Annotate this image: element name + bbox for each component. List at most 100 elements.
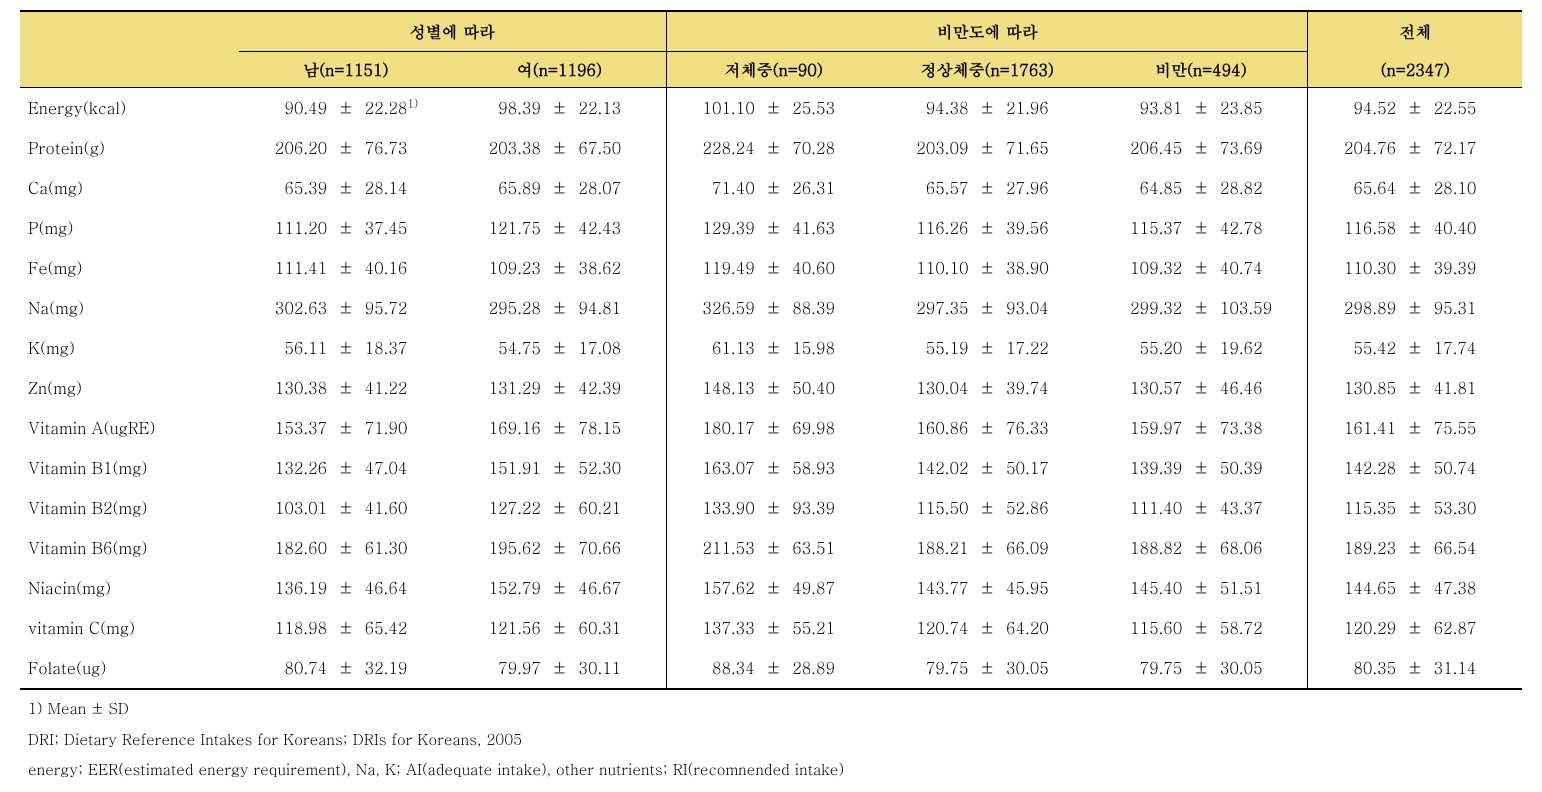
nutrient-name: Na(mg): [20, 288, 239, 328]
sd-value: 65.42: [363, 608, 453, 648]
sd-value: 41.22: [363, 368, 453, 408]
sd-value: 78.15: [576, 408, 666, 448]
mean-value: 94.38: [880, 88, 970, 129]
plus-minus: ±: [1398, 128, 1431, 168]
plus-minus: ±: [1184, 648, 1217, 689]
mean-value: 180.17: [667, 408, 757, 448]
sd-value: 46.46: [1218, 368, 1308, 408]
sd-value: 49.87: [790, 568, 880, 608]
mean-value: 110.10: [880, 248, 970, 288]
sd-value: 71.65: [1004, 128, 1094, 168]
mean-value: 79.97: [453, 648, 543, 689]
sd-value: 62.87: [1432, 608, 1522, 648]
sd-value: 39.56: [1004, 208, 1094, 248]
sd-value: 27.96: [1004, 168, 1094, 208]
nutrient-name: P(mg): [20, 208, 239, 248]
header-total: 전체: [1308, 11, 1522, 52]
sd-value: 69.98: [790, 408, 880, 448]
table-row: K(mg)56.11±18.3754.75±17.0861.13±15.9855…: [20, 328, 1522, 368]
plus-minus: ±: [329, 528, 362, 568]
plus-minus: ±: [329, 448, 362, 488]
mean-value: 204.76: [1308, 128, 1398, 168]
mean-value: 121.56: [453, 608, 543, 648]
mean-value: 295.28: [453, 288, 543, 328]
plus-minus: ±: [971, 528, 1004, 568]
plus-minus: ±: [1398, 208, 1431, 248]
plus-minus: ±: [971, 248, 1004, 288]
sd-value: 30.05: [1218, 648, 1308, 689]
plus-minus: ±: [757, 288, 790, 328]
plus-minus: ±: [1184, 528, 1217, 568]
mean-value: 143.77: [880, 568, 970, 608]
plus-minus: ±: [329, 208, 362, 248]
header-normal: 정상체중(n=1763): [880, 52, 1094, 88]
mean-value: 133.90: [667, 488, 757, 528]
sd-value: 38.62: [576, 248, 666, 288]
sd-value: 37.45: [363, 208, 453, 248]
mean-value: 302.63: [239, 288, 329, 328]
plus-minus: ±: [757, 328, 790, 368]
mean-value: 65.64: [1308, 168, 1398, 208]
mean-value: 94.52: [1308, 88, 1398, 129]
plus-minus: ±: [329, 288, 362, 328]
header-obese: 비만(n=494): [1094, 52, 1308, 88]
mean-value: 118.98: [239, 608, 329, 648]
plus-minus: ±: [329, 608, 362, 648]
plus-minus: ±: [1184, 208, 1217, 248]
plus-minus: ±: [543, 128, 576, 168]
mean-value: 103.01: [239, 488, 329, 528]
nutrient-name: Vitamin B6(mg): [20, 528, 239, 568]
table-row: Fe(mg)111.41±40.16109.23±38.62119.49±40.…: [20, 248, 1522, 288]
mean-value: 55.19: [880, 328, 970, 368]
header-bmi: 비만도에 따라: [667, 11, 1308, 52]
mean-value: 65.57: [880, 168, 970, 208]
mean-value: 111.41: [239, 248, 329, 288]
nutrient-name: Vitamin B2(mg): [20, 488, 239, 528]
mean-value: 115.35: [1308, 488, 1398, 528]
plus-minus: ±: [971, 408, 1004, 448]
plus-minus: ±: [757, 128, 790, 168]
sd-value: 22.281): [363, 88, 453, 129]
plus-minus: ±: [1398, 568, 1431, 608]
sd-value: 51.51: [1218, 568, 1308, 608]
plus-minus: ±: [329, 88, 362, 129]
mean-value: 54.75: [453, 328, 543, 368]
sd-value: 50.40: [790, 368, 880, 408]
plus-minus: ±: [971, 648, 1004, 689]
mean-value: 55.42: [1308, 328, 1398, 368]
plus-minus: ±: [1184, 368, 1217, 408]
mean-value: 90.49: [239, 88, 329, 129]
sd-value: 64.20: [1004, 608, 1094, 648]
mean-value: 151.91: [453, 448, 543, 488]
sd-value: 41.81: [1432, 368, 1522, 408]
table-row: Protein(g)206.20±76.73203.38±67.50228.24…: [20, 128, 1522, 168]
mean-value: 188.21: [880, 528, 970, 568]
mean-value: 203.09: [880, 128, 970, 168]
mean-value: 142.28: [1308, 448, 1398, 488]
sd-value: 30.05: [1004, 648, 1094, 689]
table-row: P(mg)111.20±37.45121.75±42.43129.39±41.6…: [20, 208, 1522, 248]
mean-value: 142.02: [880, 448, 970, 488]
header-male: 남(n=1151): [239, 52, 453, 88]
header-sex: 성별에 따라: [239, 11, 667, 52]
sd-value: 23.85: [1218, 88, 1308, 129]
sd-value: 60.31: [576, 608, 666, 648]
sd-value: 17.22: [1004, 328, 1094, 368]
plus-minus: ±: [1398, 248, 1431, 288]
plus-minus: ±: [543, 608, 576, 648]
sd-value: 42.43: [576, 208, 666, 248]
sd-value: 70.66: [576, 528, 666, 568]
sd-value: 50.39: [1218, 448, 1308, 488]
mean-value: 163.07: [667, 448, 757, 488]
nutrient-name: Energy(kcal): [20, 88, 239, 129]
sd-value: 25.53: [790, 88, 880, 129]
mean-value: 116.58: [1308, 208, 1398, 248]
plus-minus: ±: [329, 328, 362, 368]
plus-minus: ±: [543, 168, 576, 208]
plus-minus: ±: [971, 168, 1004, 208]
plus-minus: ±: [1184, 168, 1217, 208]
plus-minus: ±: [1398, 288, 1431, 328]
mean-value: 153.37: [239, 408, 329, 448]
plus-minus: ±: [757, 408, 790, 448]
mean-value: 129.39: [667, 208, 757, 248]
